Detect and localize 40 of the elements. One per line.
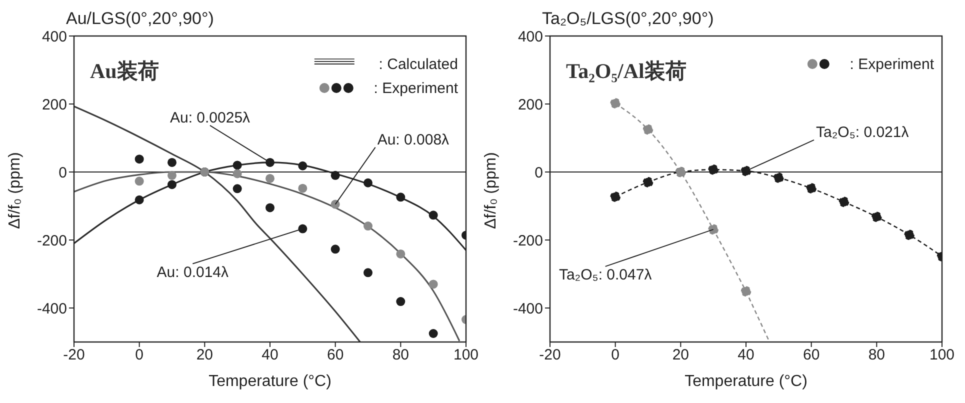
y-axis-title: Δf/f₀ (ppm) bbox=[482, 152, 500, 229]
x-tick-label: 20 bbox=[672, 346, 690, 364]
chart-title: Au/LGS(0°,20°,90°) bbox=[65, 8, 215, 30]
legend-label: : Experiment bbox=[850, 56, 935, 73]
y-tick-label: -400 bbox=[512, 300, 543, 318]
x-axis-title: Temperature (°C) bbox=[684, 373, 808, 390]
y-tick-label: -400 bbox=[36, 300, 67, 318]
x-tick-label: 0 bbox=[135, 346, 144, 364]
annotation: Ta₂O₅: 0.047λ bbox=[558, 266, 652, 284]
legend-label: : Calculated bbox=[378, 56, 458, 73]
x-tick-label: 100 bbox=[453, 346, 479, 364]
x-tick-label: 80 bbox=[392, 346, 410, 364]
annotation: Ta₂O₅/Al装荷 bbox=[566, 59, 686, 83]
annotation: Au装荷 bbox=[90, 59, 159, 83]
annotation: Au: 0.014λ bbox=[156, 264, 230, 281]
annotation: Au: 0.008λ bbox=[377, 131, 450, 148]
y-tick-label: 0 bbox=[58, 164, 67, 182]
y-tick-label: -200 bbox=[36, 232, 67, 250]
x-tick-label: 80 bbox=[868, 346, 886, 364]
annotation: Au: 0.0025λ bbox=[170, 109, 251, 126]
x-tick-label: 60 bbox=[326, 346, 344, 364]
chart-title: Ta₂O₅/LGS(0°,20°,90°) bbox=[541, 8, 715, 30]
x-tick-label: 20 bbox=[196, 346, 214, 364]
y-axis-title: Δf/f₀ (ppm) bbox=[6, 152, 24, 229]
x-tick-label: 60 bbox=[802, 346, 820, 364]
y-tick-label: 400 bbox=[42, 28, 67, 46]
x-axis-title: Temperature (°C) bbox=[208, 373, 332, 390]
legend-label: : Experiment bbox=[374, 80, 459, 97]
x-tick-label: -20 bbox=[63, 346, 85, 364]
x-tick-label: 40 bbox=[738, 346, 754, 364]
y-tick-label: -200 bbox=[512, 232, 543, 250]
y-tick-label: 400 bbox=[518, 28, 543, 46]
y-tick-label: 0 bbox=[534, 164, 543, 182]
x-tick-label: 40 bbox=[262, 346, 278, 364]
annotation: Ta₂O₅: 0.021λ bbox=[816, 124, 910, 141]
y-tick-label: 200 bbox=[518, 96, 543, 114]
y-tick-label: 200 bbox=[42, 96, 67, 114]
x-tick-label: -20 bbox=[539, 346, 561, 364]
x-tick-label: 100 bbox=[929, 346, 955, 364]
x-tick-label: 0 bbox=[611, 346, 620, 364]
